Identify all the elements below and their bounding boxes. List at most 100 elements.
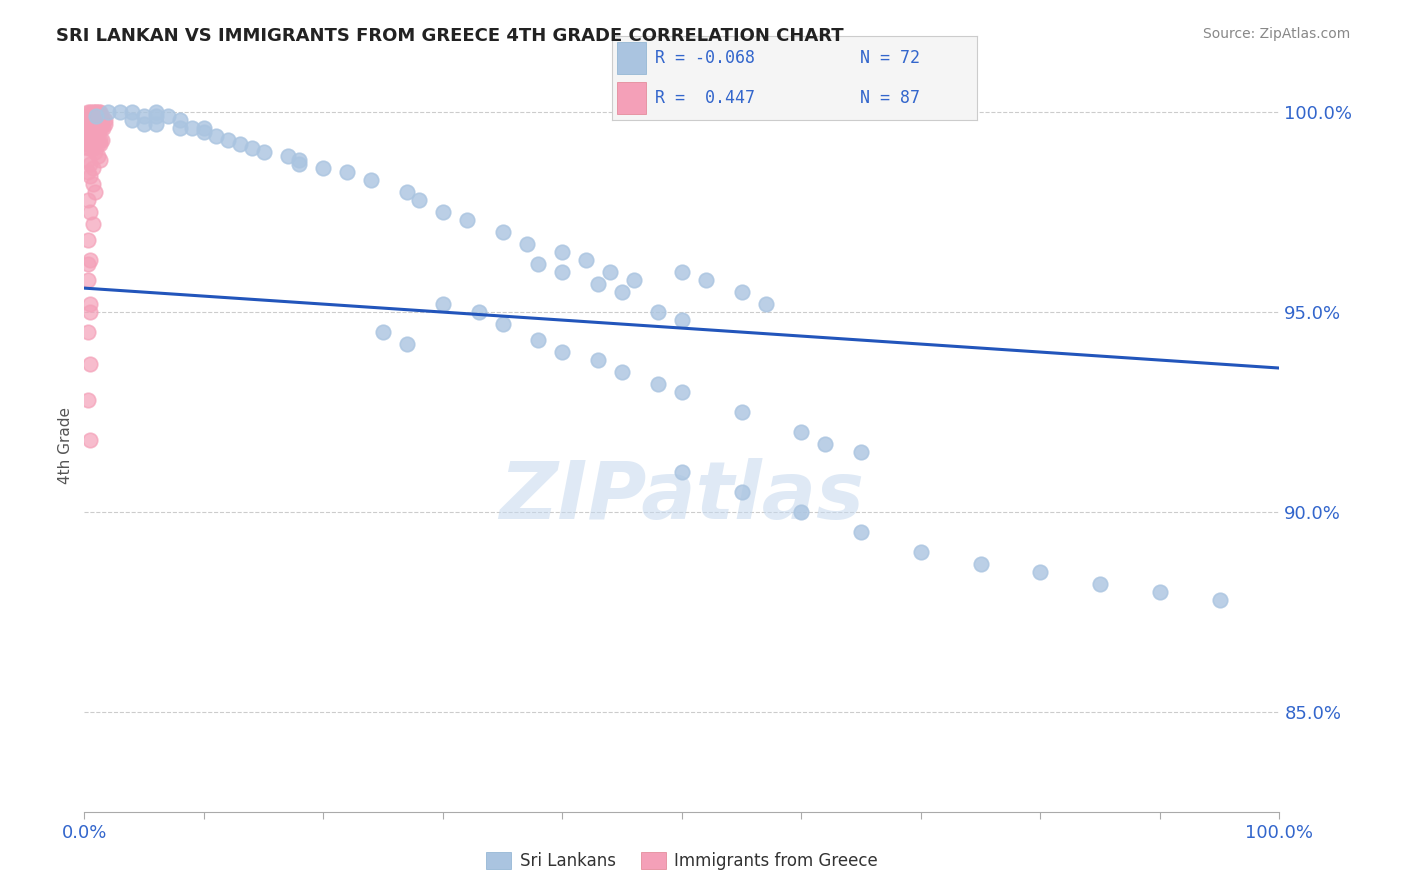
- Point: [193, 121, 215, 136]
- Point: [86, 133, 108, 147]
- Point: [277, 149, 299, 163]
- Point: [79, 253, 101, 268]
- Legend: Sri Lankans, Immigrants from Greece: Sri Lankans, Immigrants from Greece: [479, 845, 884, 877]
- Point: [790, 425, 813, 439]
- Point: [77, 125, 100, 139]
- Point: [1209, 593, 1232, 607]
- Point: [169, 113, 191, 128]
- Point: [82, 117, 104, 131]
- Point: [90, 121, 112, 136]
- Point: [240, 141, 263, 155]
- Point: [80, 109, 103, 123]
- Point: [468, 305, 491, 319]
- Point: [193, 125, 215, 139]
- Point: [551, 265, 574, 279]
- Point: [86, 105, 108, 120]
- Point: [84, 113, 107, 128]
- Point: [86, 109, 108, 123]
- Point: [93, 113, 115, 128]
- Point: [84, 185, 107, 199]
- Point: [82, 217, 104, 231]
- Point: [1029, 565, 1052, 579]
- Point: [84, 117, 107, 131]
- Point: [79, 129, 101, 144]
- Point: [217, 133, 239, 147]
- Point: [492, 317, 515, 331]
- Text: Source: ZipAtlas.com: Source: ZipAtlas.com: [1202, 27, 1350, 41]
- Point: [77, 141, 100, 155]
- Point: [229, 137, 252, 152]
- Point: [551, 345, 574, 359]
- Point: [89, 133, 111, 147]
- Point: [79, 169, 101, 184]
- Point: [516, 237, 538, 252]
- Point: [77, 121, 100, 136]
- Point: [83, 121, 105, 136]
- Point: [79, 133, 101, 147]
- Point: [145, 109, 167, 123]
- Point: [89, 109, 111, 123]
- Bar: [617, 82, 647, 114]
- Point: [86, 117, 108, 131]
- Point: [80, 105, 103, 120]
- Point: [89, 153, 111, 168]
- Point: [575, 253, 598, 268]
- Point: [77, 392, 100, 407]
- Point: [132, 117, 156, 131]
- Point: [551, 245, 574, 260]
- Point: [82, 129, 104, 144]
- Point: [91, 109, 114, 123]
- Point: [84, 125, 107, 139]
- Point: [181, 121, 204, 136]
- Point: [671, 465, 693, 479]
- Point: [89, 105, 111, 120]
- Point: [432, 297, 454, 311]
- Text: N = 72: N = 72: [860, 49, 920, 67]
- Point: [91, 113, 114, 128]
- Point: [970, 557, 993, 571]
- Point: [77, 193, 100, 207]
- Point: [157, 109, 180, 123]
- Point: [77, 257, 100, 271]
- Point: [851, 524, 873, 539]
- Point: [121, 113, 143, 128]
- Point: [396, 337, 419, 351]
- Point: [312, 161, 335, 176]
- Point: [169, 121, 191, 136]
- Point: [121, 105, 143, 120]
- Point: [77, 121, 100, 136]
- Point: [253, 145, 276, 160]
- Point: [86, 113, 108, 128]
- Text: SRI LANKAN VS IMMIGRANTS FROM GREECE 4TH GRADE CORRELATION CHART: SRI LANKAN VS IMMIGRANTS FROM GREECE 4TH…: [56, 27, 844, 45]
- Text: N = 87: N = 87: [860, 89, 920, 107]
- Point: [790, 505, 813, 519]
- Point: [79, 305, 101, 319]
- Point: [89, 113, 111, 128]
- Point: [84, 137, 107, 152]
- Point: [288, 153, 311, 168]
- Point: [86, 121, 108, 136]
- Point: [373, 325, 395, 339]
- Point: [77, 273, 100, 287]
- Point: [91, 117, 114, 131]
- Point: [91, 133, 114, 147]
- Point: [288, 157, 311, 171]
- Point: [77, 153, 100, 168]
- Point: [79, 109, 101, 123]
- Point: [456, 213, 478, 227]
- Y-axis label: 4th Grade: 4th Grade: [58, 408, 73, 484]
- Point: [79, 125, 101, 139]
- Point: [82, 125, 104, 139]
- Point: [89, 137, 111, 152]
- Point: [82, 133, 104, 147]
- Point: [79, 117, 101, 131]
- Point: [79, 433, 101, 447]
- Point: [77, 137, 100, 152]
- Point: [79, 157, 101, 171]
- Point: [623, 273, 645, 287]
- Point: [588, 277, 610, 292]
- Point: [492, 225, 515, 239]
- Point: [77, 165, 100, 179]
- Point: [82, 161, 104, 176]
- Point: [145, 117, 167, 131]
